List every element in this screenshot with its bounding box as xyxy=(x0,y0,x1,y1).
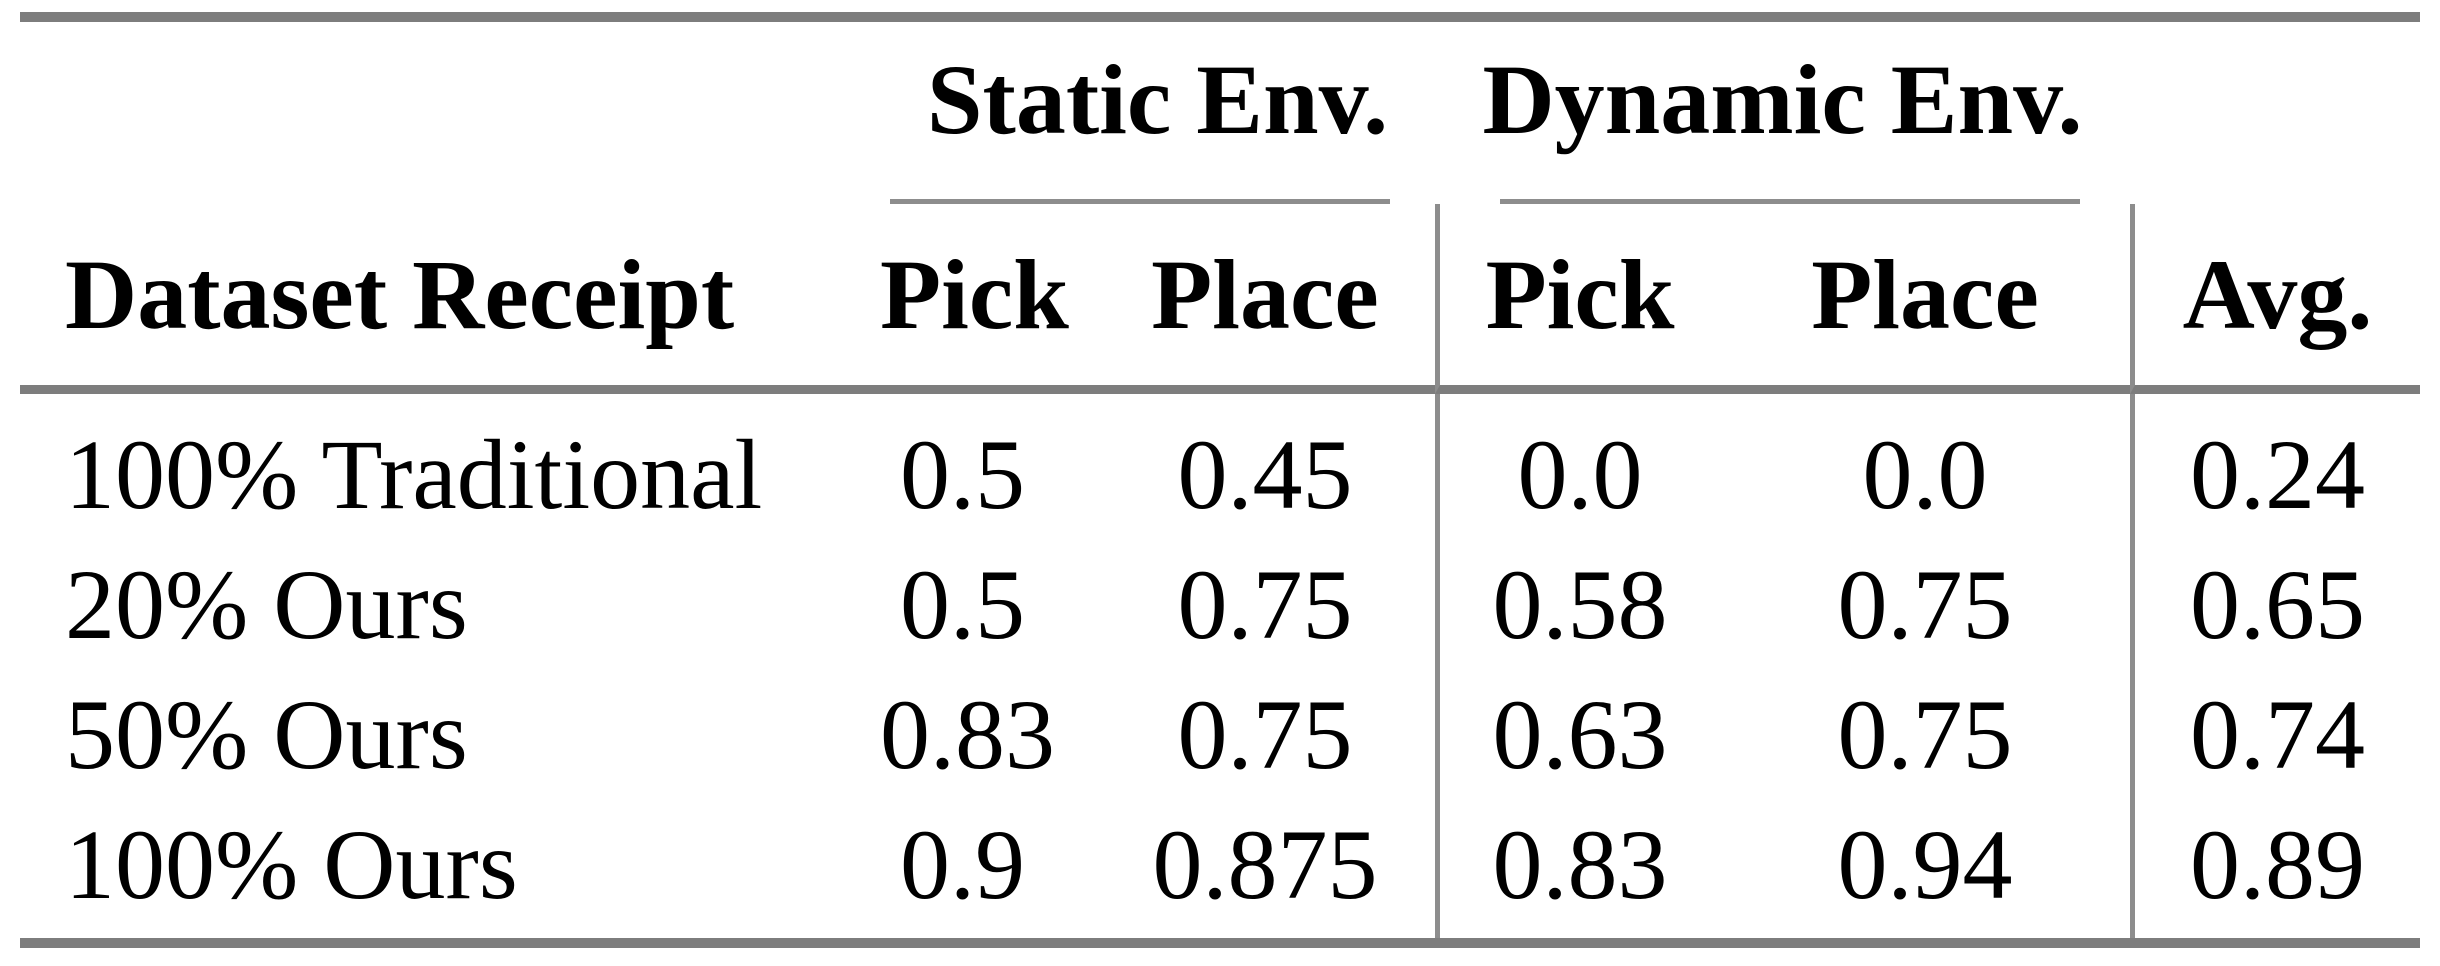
table-row: 50% Ours 0.83 0.75 0.63 0.75 0.74 xyxy=(20,670,2420,800)
header-avg: Avg. xyxy=(2130,204,2421,394)
cell-static-pick: 0.5 xyxy=(900,549,1025,660)
cell-static-pick: 0.5 xyxy=(900,419,1025,530)
table-row: 100% Traditional 0.5 0.45 0.0 0.0 0.24 xyxy=(20,394,2420,540)
cell-static-pick: 0.83 xyxy=(880,679,1055,790)
cell-static-place: 0.875 xyxy=(1152,809,1378,920)
cell-dynamic-place: 0.75 xyxy=(1837,549,2013,660)
results-table: Static Env. Dynamic Env. Dataset Receipt… xyxy=(20,22,2421,938)
header-dataset-receipt: Dataset Receipt xyxy=(20,204,880,394)
spacer-cell xyxy=(2130,930,2420,938)
dynamic-underline xyxy=(1500,199,2081,204)
spacer-cell xyxy=(20,930,880,938)
cell-dataset-receipt: 20% Ours xyxy=(65,549,468,660)
spacer-cell xyxy=(1435,930,1705,938)
cell-avg: 0.89 xyxy=(2130,800,2420,930)
cell-dynamic-place: 0.75 xyxy=(1837,679,2013,790)
cell-avg: 0.24 xyxy=(2130,394,2420,540)
group-label-static: Static Env. xyxy=(926,44,1389,155)
header-static-pick: Pick xyxy=(880,204,1069,394)
header-dynamic-pick: Pick xyxy=(1435,204,1705,394)
cell-avg: 0.74 xyxy=(2130,670,2420,800)
cell-dataset-receipt: 50% Ours xyxy=(65,679,468,790)
cell-dynamic-pick: 0.63 xyxy=(1435,670,1705,800)
column-header-row: Dataset Receipt Pick Place Pick Place Av… xyxy=(20,204,2421,394)
cell-dataset-receipt: 100% Ours xyxy=(65,809,518,920)
static-underline xyxy=(890,199,1390,204)
group-header-spacer xyxy=(20,22,880,204)
results-table-page: Static Env. Dynamic Env. Dataset Receipt… xyxy=(0,12,2440,966)
top-rule xyxy=(20,12,2420,22)
group-header-row: Static Env. Dynamic Env. xyxy=(20,22,2420,204)
group-dynamic-env: Dynamic Env. xyxy=(1435,22,2130,204)
table-row: 20% Ours 0.5 0.75 0.58 0.75 0.65 xyxy=(20,540,2420,670)
cell-static-place: 0.75 xyxy=(1177,549,1353,660)
separator-spacer-row xyxy=(20,930,2420,938)
group-static-env: Static Env. xyxy=(880,22,1435,204)
cell-static-place: 0.45 xyxy=(1177,419,1353,530)
header-static-place: Place xyxy=(1045,204,1435,394)
spacer-cell xyxy=(1045,930,1435,938)
cell-avg: 0.65 xyxy=(2130,540,2420,670)
table-row: 100% Ours 0.9 0.875 0.83 0.94 0.89 xyxy=(20,800,2420,930)
cell-dynamic-pick: 0.0 xyxy=(1435,394,1705,540)
spacer-cell xyxy=(1705,930,2130,938)
cell-dataset-receipt: 100% Traditional xyxy=(65,419,763,530)
header-dynamic-place: Place xyxy=(1705,204,2131,394)
group-label-dynamic: Dynamic Env. xyxy=(1482,44,2083,155)
group-header-spacer xyxy=(2130,22,2420,204)
spacer-cell xyxy=(880,930,1045,938)
cell-static-pick: 0.9 xyxy=(900,809,1025,920)
bottom-rule xyxy=(20,938,2420,948)
cell-static-place: 0.75 xyxy=(1177,679,1353,790)
cell-dynamic-place: 0.0 xyxy=(1862,419,1988,530)
cell-dynamic-place: 0.94 xyxy=(1837,809,2013,920)
cell-dynamic-pick: 0.83 xyxy=(1435,800,1705,930)
cell-dynamic-pick: 0.58 xyxy=(1435,540,1705,670)
